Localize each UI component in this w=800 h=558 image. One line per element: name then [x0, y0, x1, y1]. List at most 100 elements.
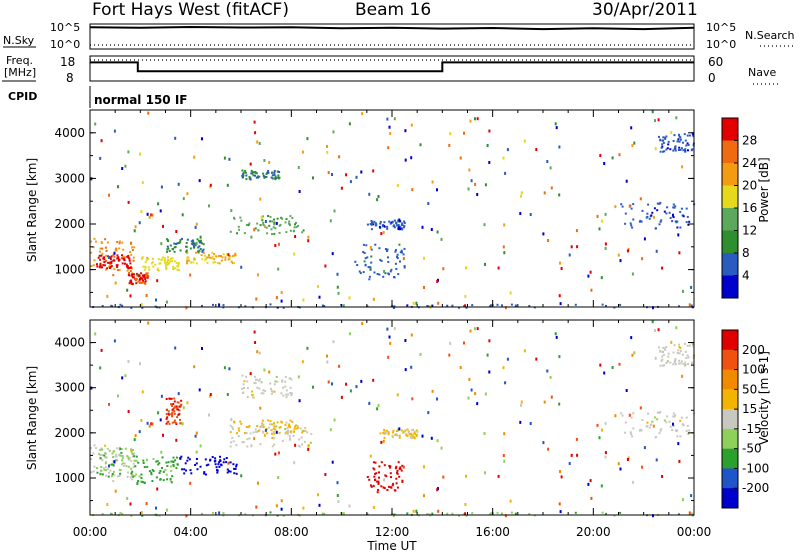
data-cell: [253, 330, 256, 334]
data-cell: [127, 458, 130, 461]
data-cell: [244, 169, 247, 172]
data-cell: [383, 432, 386, 435]
data-cell: [395, 482, 398, 485]
data-cell: [617, 462, 620, 466]
data-cell: [692, 345, 695, 348]
data-cell: [113, 474, 116, 477]
data-cell: [639, 406, 642, 410]
data-cell: [665, 421, 668, 424]
data-cell: [113, 255, 116, 258]
data-cell: [116, 257, 119, 260]
data-cell: [165, 422, 168, 425]
freq-tick-high: 18: [60, 55, 75, 69]
data-cell: [199, 465, 202, 468]
data-cell: [242, 383, 245, 386]
data-cell: [172, 265, 175, 268]
data-cell: [431, 512, 434, 515]
data-cell: [130, 514, 133, 517]
data-cell: [674, 146, 676, 149]
data-cell: [601, 303, 604, 306]
data-cell: [99, 264, 102, 267]
data-cell: [208, 394, 211, 398]
data-cell: [103, 264, 106, 267]
data-cell: [256, 378, 258, 381]
data-cell: [179, 422, 182, 425]
data-cell: [126, 255, 129, 258]
data-cell: [520, 194, 522, 198]
data-cell: [199, 241, 202, 244]
data-cell: [504, 381, 507, 385]
data-cell: [171, 404, 173, 407]
data-cell: [173, 250, 176, 253]
data-cell: [188, 458, 191, 461]
data-cell: [630, 126, 633, 130]
data-cell: [185, 249, 188, 252]
x-tick-label: 08:00: [274, 525, 309, 539]
data-cell: [176, 463, 179, 466]
data-cell: [182, 406, 185, 410]
data-cell: [345, 382, 348, 386]
y-tick-label: 2000: [54, 426, 85, 440]
data-cell: [658, 223, 661, 226]
data-cell: [391, 435, 394, 438]
data-cell: [406, 512, 409, 515]
data-cell: [383, 464, 386, 467]
data-cell: [672, 213, 674, 217]
data-cell: [302, 229, 305, 232]
data-cell: [253, 171, 256, 174]
data-cell: [268, 370, 271, 374]
data-cell: [165, 461, 168, 464]
data-cell: [202, 243, 205, 246]
data-cell: [147, 321, 150, 325]
data-cell: [365, 244, 368, 247]
data-cell: [243, 232, 246, 235]
data-cell: [130, 472, 133, 475]
data-cell: [298, 438, 301, 441]
data-cell: [394, 250, 397, 253]
data-cell: [389, 472, 392, 475]
data-cell: [326, 354, 328, 358]
data-cell: [375, 472, 378, 475]
data-cell: [436, 279, 439, 283]
data-cell: [248, 437, 251, 440]
data-cell: [110, 260, 113, 263]
data-cell: [145, 272, 148, 275]
data-cell: [688, 303, 691, 307]
data-cell: [299, 427, 302, 430]
data-cell: [276, 514, 279, 517]
colorbar-segment: [722, 448, 738, 469]
data-cell: [364, 263, 367, 266]
data-cell: [604, 212, 607, 216]
data-cell: [104, 453, 107, 456]
data-cell: [363, 252, 366, 254]
data-cell: [497, 474, 500, 478]
data-cell: [190, 472, 193, 475]
data-cell: [666, 206, 669, 209]
data-cell: [368, 275, 371, 278]
data-cell: [666, 147, 669, 150]
data-cell: [661, 358, 664, 361]
data-cell: [130, 282, 133, 285]
nsky-series-line: [89, 25, 695, 31]
data-cell: [151, 257, 154, 260]
data-cell: [254, 131, 257, 135]
colorbar-tick-label: 200: [742, 343, 765, 357]
data-cell: [413, 432, 416, 435]
data-cell: [223, 366, 226, 370]
data-cell: [340, 395, 343, 399]
y-tick-label: 2000: [54, 217, 85, 231]
data-cell: [261, 215, 264, 218]
velocity-heatmap: [90, 320, 696, 518]
data-cell: [690, 304, 693, 307]
data-cell: [558, 193, 561, 197]
data-cell: [90, 251, 93, 254]
data-cell: [251, 394, 254, 397]
data-cell: [676, 226, 679, 229]
data-cell: [293, 461, 296, 465]
data-cell: [298, 445, 301, 448]
data-cell: [157, 258, 160, 261]
data-cell: [192, 241, 195, 244]
data-cell: [658, 346, 660, 349]
data-cell: [273, 218, 276, 221]
data-cell: [415, 509, 418, 513]
